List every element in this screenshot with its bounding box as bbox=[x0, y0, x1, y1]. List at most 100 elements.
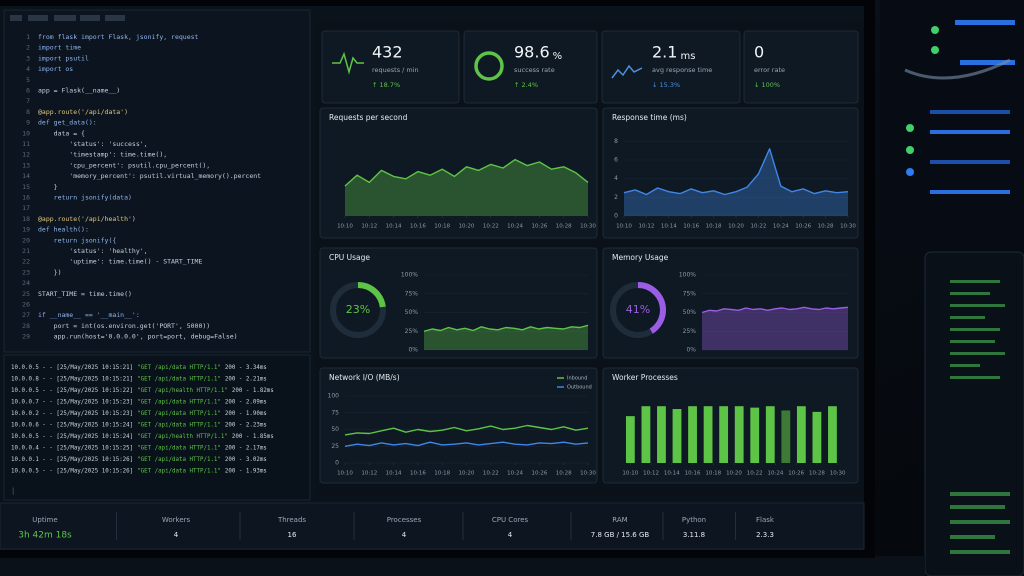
y-tick-label: 0 bbox=[614, 213, 618, 220]
y-tick-label: 50% bbox=[683, 309, 697, 316]
bar bbox=[657, 406, 666, 463]
code-line: def get_data(): bbox=[38, 119, 97, 127]
kpi-icon bbox=[611, 64, 643, 79]
chart-title: Memory Usage bbox=[612, 253, 669, 262]
chart-panel bbox=[319, 247, 598, 359]
x-tick-label: 10:30 bbox=[830, 471, 846, 477]
line bbox=[701, 306, 849, 314]
log-prefix: 10.0.0.5 - - [25/May/2025 10:15:22] bbox=[11, 388, 133, 394]
x-tick-label: 10:28 bbox=[809, 471, 825, 477]
code-line: 'uptime': time.time() - START_TIME bbox=[38, 258, 202, 266]
x-tick-label: 10:16 bbox=[410, 471, 426, 477]
bar bbox=[625, 416, 635, 463]
line-number: 4 bbox=[26, 65, 30, 73]
log-prefix: 10.0.0.4 - - [25/May/2025 10:15:25] bbox=[11, 445, 133, 451]
x-tick-label: 10:14 bbox=[386, 471, 402, 477]
code-line: 'cpu_percent': psutil.cpu_percent(), bbox=[38, 161, 210, 169]
log-line: 10.0.0.5 - - [25/May/2025 10:15:22] "GET … bbox=[11, 388, 274, 394]
code-line: } bbox=[38, 183, 58, 191]
x-tick-label: 10:20 bbox=[728, 224, 744, 230]
y-tick-label: 25% bbox=[405, 328, 419, 335]
line-number: 26 bbox=[22, 301, 30, 309]
chart-title: Requests per second bbox=[329, 113, 408, 122]
cursor: | bbox=[11, 487, 15, 495]
kpi-card bbox=[743, 30, 859, 104]
code-line: 'status': 'healthy', bbox=[38, 247, 148, 255]
status-label: Workers bbox=[162, 516, 191, 524]
line-number: 16 bbox=[22, 194, 30, 202]
y-tick-label: 6 bbox=[614, 157, 618, 164]
kpi-value: 0 bbox=[754, 43, 764, 62]
server-rack bbox=[880, 0, 1024, 250]
status-label: Flask bbox=[756, 516, 775, 524]
log-request: "GET /api/data HTTP/1.1" bbox=[137, 399, 221, 405]
code-line: app = Flask(__name__) bbox=[38, 87, 120, 95]
code-line: @app.route('/api/health') bbox=[38, 215, 136, 223]
line-number: 17 bbox=[22, 204, 30, 212]
gauge-label: 41% bbox=[626, 303, 650, 316]
code-line: @app.route('/api/data') bbox=[38, 108, 128, 116]
bar bbox=[672, 409, 682, 463]
kpi-label: success rate bbox=[514, 66, 555, 74]
y-tick-label: 8 bbox=[614, 138, 618, 145]
x-tick-label: 10:30 bbox=[840, 224, 856, 230]
line-number: 6 bbox=[26, 87, 30, 95]
status-label: Python bbox=[682, 516, 706, 524]
code-line: return jsonify({ bbox=[38, 236, 116, 244]
line-number: 2 bbox=[26, 44, 30, 52]
kpi-unit: ms bbox=[680, 51, 695, 62]
y-tick-label: 100 bbox=[328, 393, 340, 400]
kpi-change: ↓ 15.3% bbox=[652, 81, 680, 89]
line-number: 3 bbox=[26, 54, 30, 62]
x-tick-label: 10:20 bbox=[726, 471, 742, 477]
status-bar bbox=[0, 502, 865, 550]
x-tick-label: 10:18 bbox=[434, 471, 450, 477]
x-tick-label: 10:26 bbox=[531, 471, 547, 477]
x-tick-label: 10:24 bbox=[773, 224, 789, 230]
log-prefix: 10.0.0.7 - - [25/May/2025 10:15:23] bbox=[11, 399, 133, 405]
log-status: 200 - 2.17ms bbox=[225, 445, 267, 451]
line-number: 10 bbox=[22, 129, 30, 137]
status-value: 4 bbox=[402, 531, 407, 539]
code-line: app.run(host='0.0.0.0', port=port, debug… bbox=[38, 333, 238, 341]
log-prefix: 10.0.0.5 - - [25/May/2025 10:15:21] bbox=[11, 365, 133, 371]
log-prefix: 10.0.0.1 - - [25/May/2025 10:15:26] bbox=[11, 457, 133, 463]
status-label: RAM bbox=[612, 516, 627, 524]
log-status: 200 - 3.02ms bbox=[225, 457, 267, 463]
code-line: data = { bbox=[38, 129, 85, 137]
line bbox=[344, 158, 589, 187]
log-request: "GET /api/data HTTP/1.1" bbox=[137, 376, 221, 382]
code-line: 'status': 'success', bbox=[38, 140, 148, 148]
line bbox=[623, 148, 849, 196]
x-tick-label: 10:20 bbox=[459, 471, 475, 477]
line-number: 23 bbox=[22, 268, 30, 276]
kpi-label: avg response time bbox=[652, 66, 712, 74]
x-tick-label: 10:22 bbox=[747, 471, 763, 477]
log-status: 200 - 1.85ms bbox=[232, 434, 274, 440]
chart-title: CPU Usage bbox=[329, 253, 370, 262]
line-number: 22 bbox=[22, 258, 30, 266]
log-line: 10.0.0.7 - - [25/May/2025 10:15:23] "GET … bbox=[11, 399, 267, 405]
code-line: START_TIME = time.time() bbox=[38, 290, 132, 298]
line-number: 21 bbox=[22, 247, 30, 255]
log-panel bbox=[3, 354, 311, 501]
desk bbox=[0, 556, 925, 576]
log-line: 10.0.0.8 - - [25/May/2025 10:15:21] "GET … bbox=[11, 376, 267, 382]
line-number: 13 bbox=[22, 161, 30, 169]
code-line: def health(): bbox=[38, 226, 89, 234]
x-tick-label: 10:26 bbox=[795, 224, 811, 230]
status-value: 7.8 GB / 15.6 GB bbox=[591, 531, 650, 539]
x-tick-label: 10:26 bbox=[788, 471, 804, 477]
line-number: 27 bbox=[22, 311, 30, 319]
log-status: 200 - 3.34ms bbox=[225, 365, 267, 371]
kpi-label: error rate bbox=[754, 66, 785, 74]
code-line: import os bbox=[38, 65, 73, 73]
x-tick-label: 10:12 bbox=[638, 224, 654, 230]
line-number: 1 bbox=[26, 33, 30, 41]
kpi-card bbox=[601, 30, 741, 104]
line bbox=[344, 441, 589, 447]
log-status: 200 - 2.09ms bbox=[225, 399, 267, 405]
code-line: from flask import Flask, jsonify, reques… bbox=[38, 33, 199, 41]
bar bbox=[734, 406, 744, 463]
status-label: CPU Cores bbox=[492, 516, 529, 524]
